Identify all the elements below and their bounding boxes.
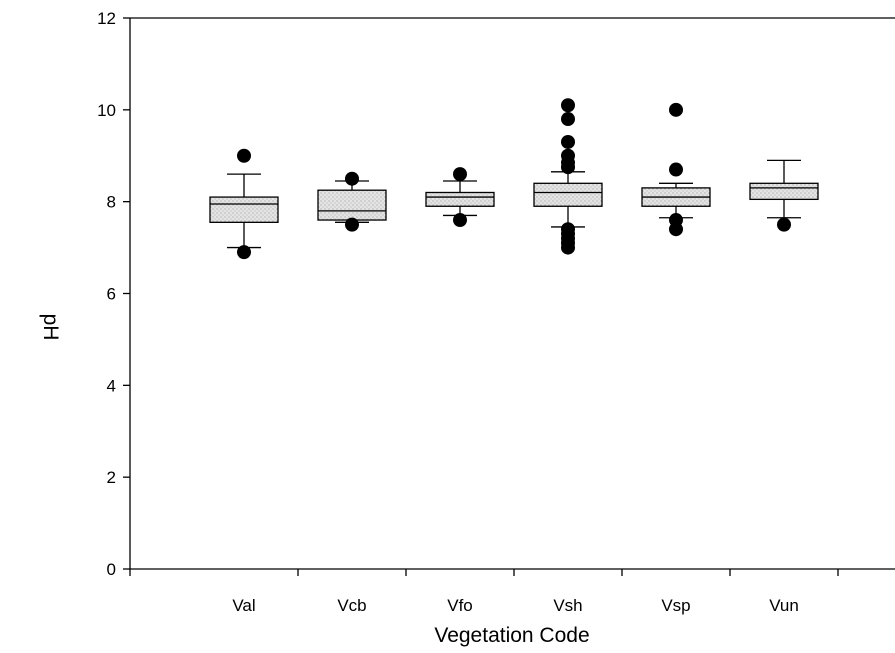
outlier-point	[561, 98, 575, 113]
outlier-point	[237, 148, 251, 163]
box-series	[209, 98, 819, 260]
x-tick-label: Vcb	[337, 596, 366, 615]
x-axis-title: Vegetation Code	[434, 624, 589, 647]
outlier-point	[561, 160, 575, 175]
outlier-point	[669, 162, 683, 177]
outlier-point	[561, 112, 575, 127]
x-axis-ticks: Val Vcb Vfo Vsh Vsp Vun	[129, 569, 839, 615]
box-val	[209, 148, 279, 260]
outlier-point	[669, 102, 683, 117]
iqr-box	[317, 189, 387, 221]
y-tick-label: 2	[107, 468, 116, 487]
y-axis-ticks: 0 2 4 6 8 10 12	[97, 9, 130, 579]
iqr-box	[533, 182, 603, 207]
x-tick-label: Vsp	[661, 596, 690, 615]
y-tick-label: 6	[107, 285, 116, 304]
box-vsp	[641, 102, 711, 237]
iqr-box	[749, 182, 819, 201]
outlier-point	[777, 217, 791, 232]
outlier-point	[237, 245, 251, 260]
y-tick-label: 8	[107, 193, 116, 212]
x-tick-label: Val	[232, 596, 255, 615]
iqr-box	[425, 191, 495, 207]
x-tick-label: Vun	[769, 596, 799, 615]
outlier-point	[345, 171, 359, 186]
outlier-point	[453, 167, 467, 182]
outlier-point	[345, 217, 359, 232]
box-vun	[749, 159, 819, 232]
outlier-point	[561, 240, 575, 255]
outlier-point	[561, 134, 575, 149]
plot-area	[130, 18, 895, 569]
y-tick-label: 10	[97, 101, 116, 120]
y-tick-label: 4	[107, 376, 116, 395]
box-vcb	[317, 171, 387, 232]
outlier-point	[453, 213, 467, 228]
y-tick-label: 0	[107, 560, 116, 579]
box-vfo	[425, 167, 495, 228]
outlier-point	[669, 222, 683, 237]
x-tick-label: Vfo	[447, 596, 473, 615]
x-tick-label: Vsh	[553, 596, 582, 615]
y-axis-title: pH	[39, 314, 62, 341]
box-vsh	[533, 98, 603, 255]
iqr-box	[209, 196, 279, 223]
y-tick-label: 12	[97, 9, 116, 28]
